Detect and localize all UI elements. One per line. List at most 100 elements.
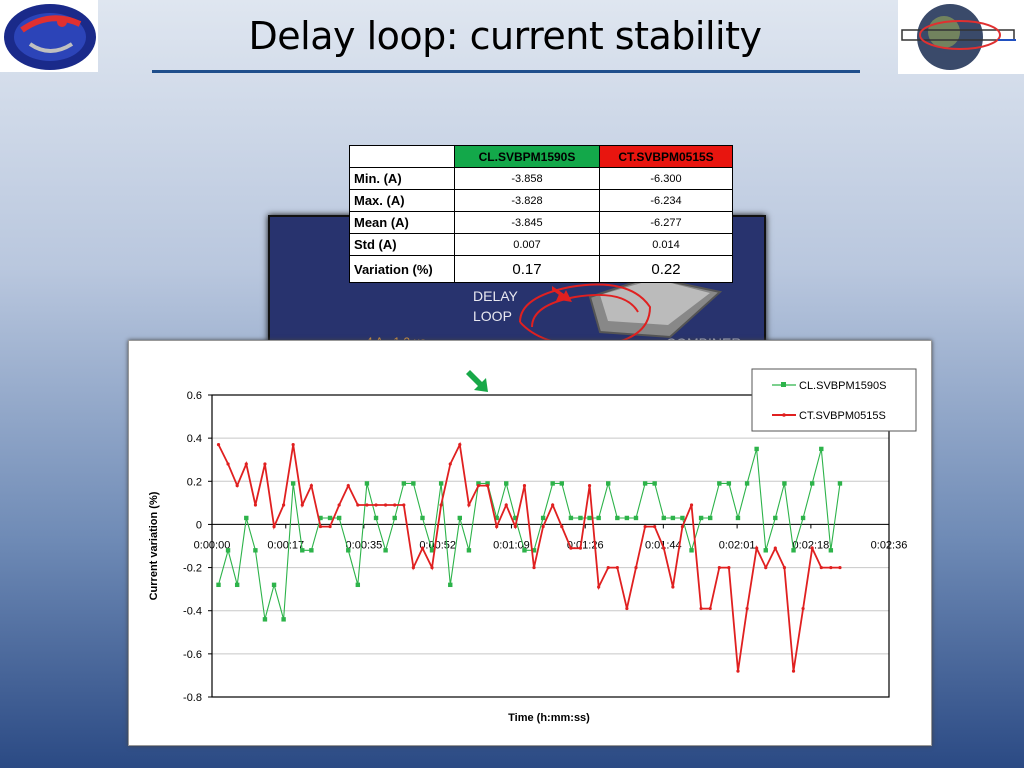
data-point-cl bbox=[401, 481, 407, 486]
data-point-ct bbox=[282, 503, 286, 507]
x-tick-label: 0:02:36 bbox=[871, 539, 908, 551]
series-layer bbox=[216, 441, 843, 673]
data-point-ct bbox=[541, 524, 545, 529]
data-point-cl bbox=[652, 481, 657, 486]
data-point-ct bbox=[374, 503, 378, 507]
legend-marker-cl bbox=[781, 382, 786, 387]
data-point-cl bbox=[773, 515, 778, 521]
x-tick-label: 0:01:26 bbox=[567, 539, 604, 551]
stats-cell-ct: -6.234 bbox=[599, 189, 733, 212]
data-point-cl bbox=[466, 548, 472, 553]
data-point-ct bbox=[420, 546, 425, 550]
data-point-ct bbox=[244, 462, 248, 466]
data-point-cl bbox=[457, 515, 462, 521]
chart-legend: CL.SVBPM1590S CT.SVBPM0515S bbox=[751, 368, 917, 432]
data-point-ct bbox=[782, 565, 787, 570]
data-point-cl bbox=[364, 481, 370, 486]
stats-row: Min. (A) -3.858 -6.300 bbox=[349, 167, 733, 190]
stats-table: CL.SVBPM1590S CT.SVBPM0515S Min. (A) -3.… bbox=[349, 145, 733, 283]
data-point-ct bbox=[653, 524, 657, 529]
red-arrow-icon bbox=[552, 286, 572, 302]
legend-text-cl: CL.SVBPM1590S bbox=[799, 380, 886, 392]
data-point-cl bbox=[253, 548, 258, 553]
legend-marker-ct bbox=[782, 413, 786, 417]
data-point-ct bbox=[309, 484, 313, 488]
data-point-cl bbox=[429, 548, 435, 553]
stats-cell-cl: 0.007 bbox=[454, 233, 600, 256]
data-point-cl bbox=[355, 582, 361, 588]
stats-cell-cl: -3.845 bbox=[454, 211, 600, 234]
data-point-ct bbox=[662, 546, 666, 550]
ctf3-logo-graphic bbox=[4, 4, 96, 70]
data-point-ct bbox=[504, 503, 508, 507]
plot-area bbox=[211, 394, 890, 698]
stats-cell-ct: 0.014 bbox=[599, 233, 733, 256]
data-point-ct bbox=[634, 565, 638, 570]
data-point-ct bbox=[532, 565, 536, 570]
stats-header-row: CL.SVBPM1590S CT.SVBPM0515S bbox=[349, 145, 733, 168]
data-point-ct bbox=[551, 503, 555, 507]
chart-container: -0.8 -0.6 -0.4 -0.2 0 0.2 0.4 0.6 0:00:00 0:00:17… bbox=[128, 340, 932, 746]
data-point-cl bbox=[392, 515, 397, 521]
data-point-cl bbox=[271, 582, 277, 588]
stats-row: Std (A) 0.007 0.014 bbox=[349, 233, 733, 256]
data-point-ct bbox=[393, 503, 397, 507]
data-point-cl bbox=[494, 515, 499, 521]
data-point-ct bbox=[810, 546, 814, 550]
data-point-ct bbox=[606, 565, 610, 570]
data-point-ct bbox=[467, 503, 471, 507]
data-point-cl bbox=[754, 446, 759, 452]
axis-layer: -0.8 -0.6 -0.4 -0.2 0 0.2 0.4 0.6 0:00:00 0:00:17… bbox=[183, 390, 907, 704]
data-point-cl bbox=[726, 481, 732, 486]
data-point-ct bbox=[801, 606, 805, 611]
x-tick-label: 0:00:17 bbox=[267, 539, 304, 551]
data-point-ct bbox=[587, 484, 592, 488]
data-point-cl bbox=[744, 481, 750, 486]
x-axis-label: Time (h:mm:ss) bbox=[508, 712, 590, 724]
data-point-ct bbox=[346, 484, 350, 488]
grid-layer bbox=[212, 437, 889, 655]
data-point-cl bbox=[800, 515, 806, 521]
data-point-ct bbox=[356, 503, 360, 507]
y-tick-label: -0.2 bbox=[183, 563, 202, 575]
green-arrow-icon bbox=[466, 370, 488, 392]
globe-logo-graphic bbox=[901, 4, 1016, 70]
y-tick-label: -0.4 bbox=[183, 606, 202, 618]
data-point-cl bbox=[578, 515, 583, 521]
data-point-cl bbox=[596, 515, 601, 521]
x-tick-label: 0:00:52 bbox=[419, 539, 456, 551]
data-point-ct bbox=[513, 524, 517, 529]
data-point-cl bbox=[540, 515, 546, 521]
data-point-ct bbox=[448, 462, 452, 466]
x-tick-label: 0:00:00 bbox=[194, 539, 231, 551]
data-point-ct bbox=[717, 565, 721, 570]
stats-header-ct: CT.SVBPM0515S bbox=[599, 145, 733, 168]
legend-text-ct: CT.SVBPM0515S bbox=[799, 410, 886, 422]
data-point-ct bbox=[736, 669, 740, 673]
data-point-cl bbox=[513, 515, 518, 521]
data-point-cl bbox=[819, 446, 824, 452]
data-point-cl bbox=[689, 548, 694, 553]
stats-cell-ct: -6.300 bbox=[599, 167, 733, 190]
data-point-cl bbox=[336, 515, 342, 521]
stats-header-empty bbox=[349, 145, 455, 168]
data-point-cl bbox=[346, 548, 351, 553]
y-tick-label: -0.6 bbox=[183, 649, 202, 661]
data-point-ct bbox=[365, 503, 369, 507]
diagram-label-delay: DELAY bbox=[473, 288, 518, 304]
x-tick-label: 0:02:01 bbox=[719, 539, 756, 551]
data-point-cl bbox=[837, 481, 843, 486]
stats-row-label: Std (A) bbox=[349, 233, 455, 256]
data-point-cl bbox=[504, 481, 509, 486]
data-point-ct bbox=[578, 546, 583, 550]
data-point-ct bbox=[597, 585, 601, 589]
data-point-cl bbox=[670, 515, 676, 521]
data-point-cl bbox=[809, 481, 815, 486]
data-point-cl bbox=[522, 548, 527, 553]
stats-row-label: Max. (A) bbox=[349, 189, 455, 212]
data-point-cl bbox=[327, 515, 333, 521]
data-point-cl bbox=[606, 481, 611, 486]
data-point-ct bbox=[383, 503, 388, 507]
data-point-ct bbox=[699, 606, 703, 611]
data-point-cl bbox=[290, 481, 296, 486]
